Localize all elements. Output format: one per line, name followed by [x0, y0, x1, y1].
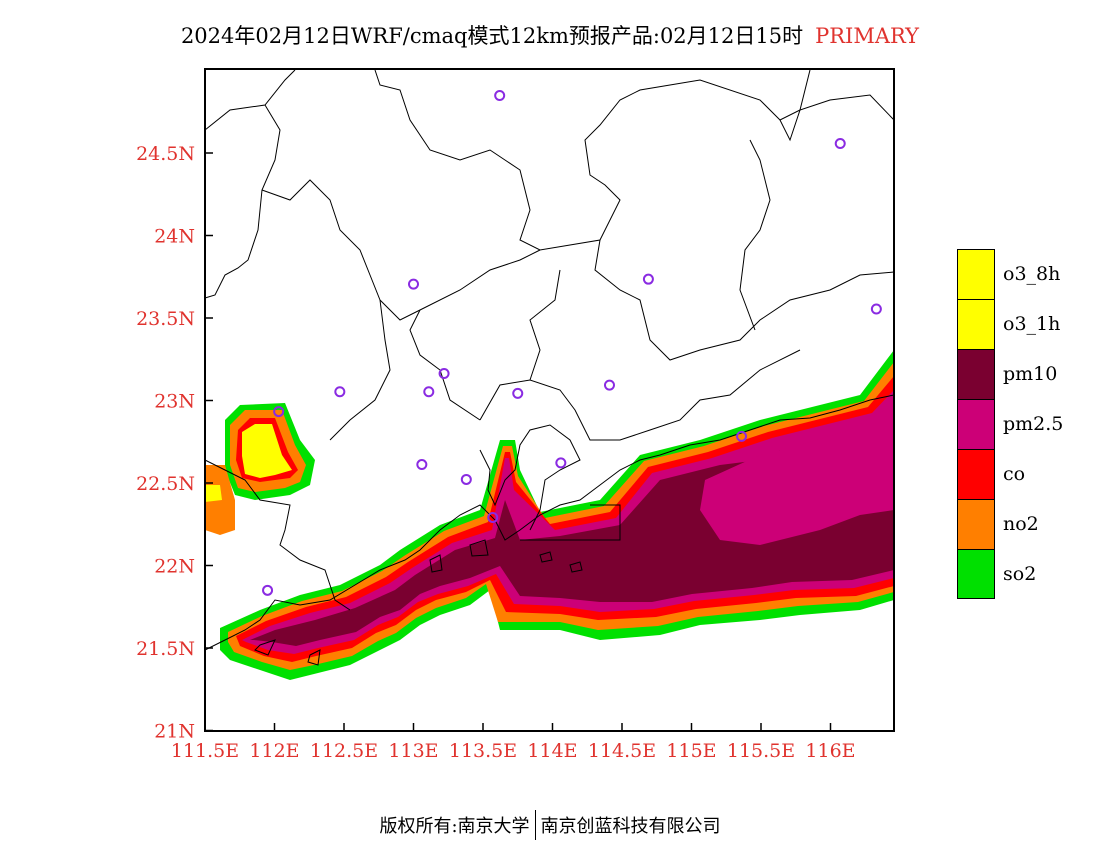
legend-label: pm2.5	[1003, 413, 1064, 435]
legend-swatch	[957, 499, 995, 549]
legend-label: o3_8h	[1003, 263, 1061, 285]
legend-swatch	[957, 349, 995, 399]
legend-swatch	[957, 549, 995, 599]
boundary-north	[374, 69, 811, 251]
y-tick-label: 22.5N	[136, 473, 195, 495]
legend-item: so2	[957, 549, 1063, 599]
copyright-company: 南京创蓝科技有限公司	[540, 816, 721, 837]
hongkong-box	[520, 504, 621, 541]
x-tick-label: 116E	[805, 740, 855, 762]
station-marker	[408, 278, 419, 290]
coastline-boundaries	[204, 69, 895, 666]
x-tick-label: 114.5E	[588, 740, 656, 762]
x-axis-ticks: 111.5E 112E 112.5E 113E 113.5E 114E 114.5E 115E…	[171, 723, 856, 762]
o3-w-area	[205, 485, 222, 502]
y-tick-label: 24.5N	[136, 143, 195, 165]
legend: o3_8h o3_1h pm10 pm2.5 co no2 so2	[957, 249, 1063, 599]
station-marker	[423, 386, 435, 398]
coastline-main	[204, 394, 895, 651]
x-tick-label: 111.5E	[171, 740, 239, 762]
x-tick-label: 113.5E	[449, 740, 517, 762]
station-marker	[512, 387, 524, 399]
y-tick-label: 22N	[154, 556, 195, 578]
y-tick-label: 24N	[154, 226, 195, 248]
map-title: 2024年02月12日WRF/cmaq模式12km预报产品:02月12日15时 P…	[0, 20, 1100, 50]
legend-label: o3_1h	[1003, 313, 1061, 335]
legend-label: so2	[1003, 563, 1037, 585]
station-marker	[262, 584, 274, 596]
title-product: PRIMARY	[815, 24, 920, 48]
legend-swatch	[957, 399, 995, 449]
y-tick-label: 21N	[154, 721, 195, 743]
x-tick-label: 115.5E	[727, 740, 795, 762]
y-axis-ticks: 24.5N 24N 23.5N 23N 22.5N 22N 21.5N 21N	[136, 143, 213, 743]
station-marker	[334, 386, 346, 398]
boundary-west	[204, 69, 296, 299]
islands	[254, 539, 583, 666]
legend-item: no2	[957, 499, 1063, 549]
boundary-east	[739, 94, 895, 331]
footer: 版权所有:南京大学 南京创蓝科技有限公司	[0, 810, 1100, 840]
station-marker	[273, 406, 285, 418]
boundary-west-coast	[204, 459, 351, 611]
y-tick-label: 23.5N	[136, 308, 195, 330]
boundary-center	[261, 179, 541, 321]
boundary-south-inner	[479, 269, 801, 441]
station-marker	[870, 303, 882, 315]
title-main: 2024年02月12日WRF/cmaq模式12km预报产品:02月12日15时	[180, 24, 804, 48]
station-marker	[460, 473, 472, 485]
legend-item: o3_1h	[957, 299, 1063, 349]
legend-swatch	[957, 299, 995, 349]
pollutant-grid	[205, 350, 894, 680]
x-tick-label: 115E	[666, 740, 716, 762]
station-marker	[603, 379, 615, 391]
y-tick-label: 21.5N	[136, 638, 195, 660]
legend-label: pm10	[1003, 363, 1058, 385]
station-marker	[487, 512, 499, 524]
x-tick-label: 112E	[249, 740, 299, 762]
legend-item: pm2.5	[957, 399, 1063, 449]
boundary-inner	[329, 239, 895, 441]
x-tick-label: 113E	[388, 740, 438, 762]
legend-item: o3_8h	[957, 249, 1063, 299]
footer-separator	[534, 810, 536, 840]
o3-nw-area	[242, 424, 292, 478]
monitoring-stations	[262, 89, 882, 596]
copyright-owner: 版权所有:南京大学	[379, 816, 530, 837]
legend-item: co	[957, 449, 1063, 499]
x-tick-label: 114E	[527, 740, 577, 762]
station-marker	[416, 459, 428, 471]
pm25-east-area	[700, 405, 894, 545]
legend-label: no2	[1003, 513, 1039, 535]
legend-swatch	[957, 249, 995, 299]
y-tick-label: 23N	[154, 391, 195, 413]
station-marker	[555, 457, 567, 469]
station-marker	[834, 137, 846, 149]
legend-swatch	[957, 449, 995, 499]
x-tick-label: 112.5E	[310, 740, 378, 762]
station-marker	[642, 273, 654, 285]
station-marker	[438, 368, 450, 380]
station-marker	[494, 89, 506, 101]
pearl-river-delta	[479, 424, 581, 531]
station-marker	[736, 430, 748, 442]
legend-label: co	[1003, 463, 1026, 485]
legend-item: pm10	[957, 349, 1063, 399]
